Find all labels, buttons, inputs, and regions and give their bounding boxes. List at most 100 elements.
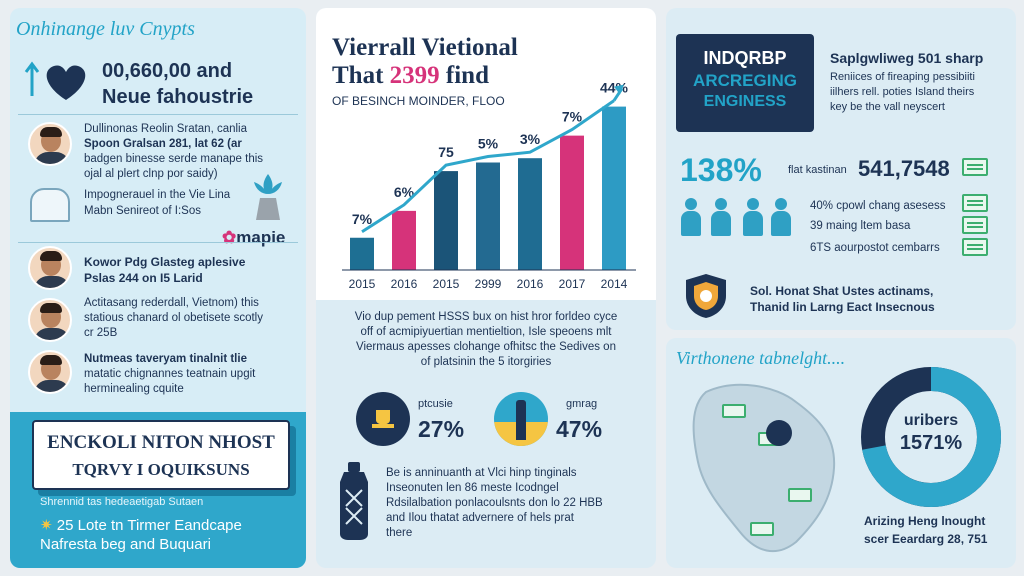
left-header: Onhinange luv Cnypts (16, 18, 195, 40)
chart-bar (560, 135, 584, 270)
person-icon (680, 198, 702, 236)
bar-data-label: 5% (478, 136, 499, 152)
middle-description: Vio dup pement HSSS bux on hist hror for… (324, 310, 648, 370)
title-badge: INDQRBP ARCREGING ENGINESS (676, 34, 814, 132)
map-caption-1: Arizing Heng lnought (864, 514, 986, 528)
bar-data-label: 3% (520, 131, 541, 147)
brand-mark-icon: ✿ (222, 228, 237, 247)
chart-bar (392, 210, 416, 270)
chart-bar (350, 237, 374, 270)
profile-4-line: matatic chignannes teatnain upgit (84, 368, 256, 380)
description-line: of platsinin the 5 itorgiries (420, 356, 552, 368)
building-icon (962, 216, 988, 234)
brand-name: mapie (236, 228, 286, 247)
title-word: That (332, 62, 384, 89)
stat-2-icon (494, 392, 548, 446)
bar-data-label: 7% (562, 109, 583, 125)
chart-bar (518, 158, 542, 270)
badge-line-2: ARCREGING (693, 71, 797, 90)
middle-bottom-text: Be is anninuanth at Vlci hinp tinginals … (386, 466, 603, 541)
footer-small-text: Shrennid tas hedeaetigab Sutaen (40, 496, 204, 508)
stat-1-icon (356, 392, 410, 446)
x-tick-label: 2014 (601, 277, 628, 291)
map-title: Virthonene tabnelght.... (676, 348, 846, 368)
donut-label: uribers (903, 412, 959, 429)
vase-icon (336, 460, 372, 544)
x-tick-label: 2015 (433, 277, 460, 291)
right-panel: INDQRBP ARCREGING ENGINESS Saplgwliweg 5… (666, 8, 1016, 568)
avatar (28, 350, 72, 394)
trend-arrow-icon (614, 84, 624, 95)
chart-bar (476, 162, 500, 270)
profile-2-text: Kowor Pdg Glasteg aplesive Pslas 244 on … (84, 254, 245, 286)
card-line: iilhers rell. poties Island theirs (830, 86, 975, 98)
avatar (28, 122, 72, 166)
stat-2-label: gmrag (566, 398, 598, 410)
x-tick-label: 2017 (559, 277, 586, 291)
bar-chart: 7% 2015 6% 2016 75 2015 5% 2999 3% 2016 7% 2017 44% 2… (342, 80, 636, 291)
bar-data-label: 75 (438, 144, 454, 160)
chart-bar (434, 171, 458, 270)
building-icon (788, 488, 812, 502)
shield-line-2: Thanid lin Larng Eact Insecnous (750, 300, 935, 314)
building-icon (962, 158, 988, 176)
bar-data-label: 6% (394, 184, 415, 200)
footer-line-2: Nafresta beg and Buquari (40, 536, 211, 553)
profile-2-line: Pslas 244 on I5 Larid (84, 271, 203, 285)
chart-bar (602, 106, 626, 270)
bar-data-label: 7% (352, 211, 373, 227)
stat-1-value: 27% (418, 416, 465, 442)
donut-chart (861, 367, 1001, 507)
person-icon (742, 198, 764, 236)
x-tick-label: 2016 (391, 277, 418, 291)
chart-subtitle: OF BESINCH MOINDER, FLOO (332, 94, 505, 108)
divider (18, 242, 298, 243)
x-tick-label: 2999 (475, 277, 502, 291)
building-icon (750, 522, 774, 536)
description-line: off of acmipiyuertian mentieltion, Isle … (360, 326, 612, 338)
profile-1-text: Dullinonas Reolin Sratan, canlia Spoon G… (84, 122, 302, 182)
building-icon (962, 194, 988, 212)
shield-line-1: Sol. Honat Shat Ustes actinams, (750, 284, 934, 298)
profile-3-line: cr 25B (84, 327, 118, 339)
lotus-vase-icon (248, 168, 288, 222)
description-line: Viermaus apesses clohange ofhitsc the Se… (356, 341, 616, 353)
list-item: Mabn Senireot of I:Sos (84, 205, 201, 217)
trend-line-tail (612, 87, 624, 102)
bottom-line: Be is anninuanth at Vlci hinp tinginals (386, 467, 577, 479)
trend-line (361, 99, 615, 234)
avatar (28, 298, 72, 342)
description-line: Vio dup pement HSSS bux on hist hror for… (354, 311, 618, 323)
profile-1-line: Dullinonas Reolin Sratan, canlia (84, 123, 248, 135)
avatar (28, 246, 72, 290)
map-graphic (692, 383, 836, 552)
donut-arc (861, 367, 1001, 507)
badge-line-3: ENGINESS (703, 93, 787, 110)
badge-line-1: INDQRBP (703, 48, 787, 68)
big-percent: 138% (680, 152, 762, 188)
gear-icon (766, 420, 792, 446)
left-big-subtitle: Neue fahoustrie (102, 86, 254, 108)
bottom-line: and Ilou thatat advernere of hels prat (386, 512, 574, 524)
building-icon (722, 404, 746, 418)
profile-3-line: statious chanard ol obetisete scotly (84, 312, 263, 324)
profile-4-line: herminealing cquite (84, 383, 184, 395)
profile-1-line: Spoon Gralsan 281, lat 62 (ar (84, 138, 242, 150)
title-number: 2399 (389, 62, 440, 89)
profile-3-text: Actitasang rederdall, Vietnom) this stat… (84, 296, 263, 341)
map-caption-2: scer Eeardarg 28, 751 (864, 532, 988, 546)
card-text: Reniices of fireaping pessibiiti iilhers… (830, 70, 975, 115)
banner-line-1: ENCKOLI NITON NHOST (47, 432, 275, 453)
list-item: Impognerauel in the Vie Lina (84, 189, 231, 201)
divider (18, 114, 298, 115)
profile-1-line: ojal al plert clnp por saidy) (84, 168, 218, 180)
chart-title-line-2: That 2399 find (332, 62, 489, 90)
star-icon: ✷ (40, 517, 53, 534)
building-icon (962, 238, 988, 256)
left-panel: Onhinange luv Cnypts 00,660,00 and Neue … (10, 8, 306, 568)
profile-3-line: Actitasang rederdall, Vietnom) this (84, 297, 259, 309)
left-big-number: 00,660,00 and (102, 60, 233, 82)
building-icon (30, 188, 70, 222)
person-icon (770, 198, 792, 236)
banner-box: ENCKOLI NITON NHOST TQRVY I OQUIKSUNS (32, 420, 290, 490)
